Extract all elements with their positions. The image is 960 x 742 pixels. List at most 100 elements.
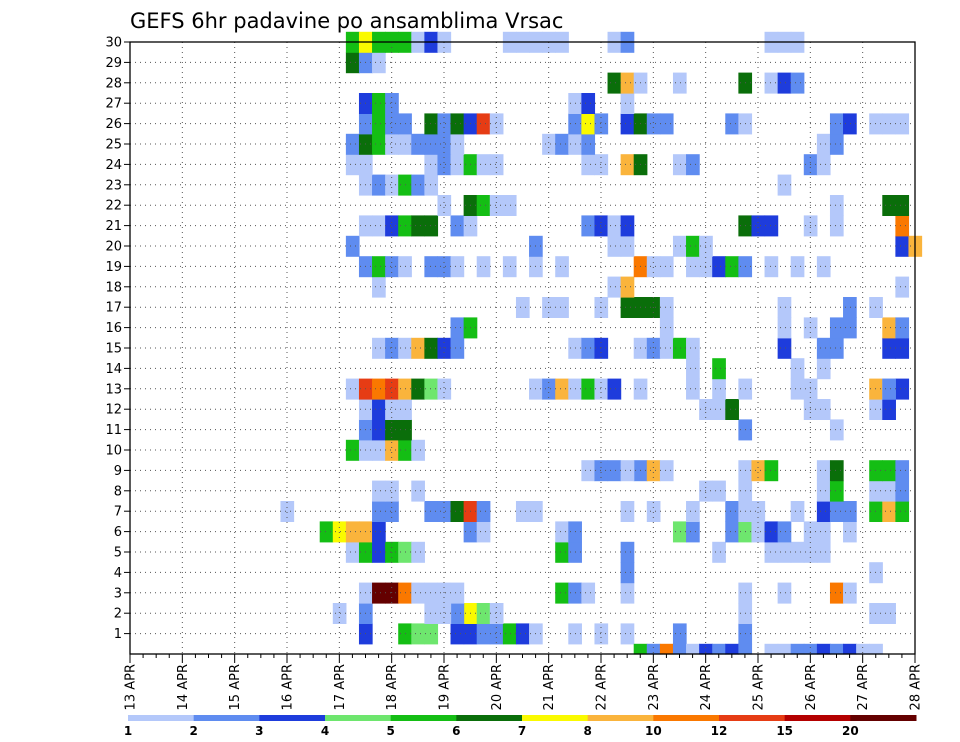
- heatmap-cell: [882, 337, 896, 359]
- heatmap-cell: [672, 154, 687, 176]
- heatmap-cell: [555, 133, 569, 155]
- heatmap-cell: [816, 460, 831, 482]
- heatmap-cell: [319, 521, 334, 543]
- heatmap-cell: [790, 501, 805, 522]
- heatmap-cell: [385, 378, 399, 400]
- colorbar-swatch: [587, 715, 654, 721]
- y-tick-label: 29: [105, 56, 122, 71]
- heatmap-cell: [646, 501, 661, 522]
- heatmap-cell: [581, 133, 596, 155]
- heatmap-cell: [620, 72, 635, 94]
- grid-lines: [130, 41, 915, 654]
- colorbar-label: 10: [645, 724, 662, 738]
- y-tick-label: 6: [114, 525, 122, 540]
- heatmap-cell: [829, 419, 844, 441]
- heatmap-cell: [646, 256, 661, 278]
- colorbar-label: 20: [842, 724, 859, 738]
- heatmap-cell: [581, 378, 596, 400]
- heatmap-cell: [882, 501, 896, 522]
- heatmap-cell: [882, 195, 896, 216]
- heatmap-cell: [856, 643, 870, 655]
- heatmap-cell: [712, 643, 726, 655]
- heatmap-cell: [385, 174, 399, 196]
- heatmap-cell: [411, 623, 425, 645]
- heatmap-cells: [280, 31, 923, 655]
- y-tick-label: 13: [105, 382, 122, 397]
- heatmap-cell: [672, 235, 687, 257]
- heatmap-cell: [594, 460, 609, 482]
- heatmap-cell: [869, 399, 883, 420]
- colorbar-swatch: [390, 715, 457, 721]
- heatmap-cell: [555, 521, 569, 543]
- heatmap-cell: [424, 133, 439, 155]
- y-tick-label: 21: [105, 219, 122, 234]
- x-tick-label: 27 APR: [856, 664, 871, 710]
- heatmap-cell: [515, 501, 530, 522]
- heatmap-cell: [777, 582, 792, 604]
- heatmap-cell: [607, 276, 622, 298]
- heatmap-cell: [686, 501, 700, 522]
- heatmap-cell: [476, 603, 491, 624]
- heatmap-cell: [777, 541, 792, 563]
- y-tick-label: 23: [105, 178, 122, 193]
- heatmap-cell: [489, 195, 504, 216]
- colorbar-legend: 1 2 3 4 5 6 7 8 10 12 15 20: [124, 715, 917, 738]
- heatmap-cell: [712, 541, 726, 563]
- heatmap-cell: [450, 582, 465, 604]
- heatmap-cell: [345, 378, 360, 400]
- y-tick-label: 19: [105, 260, 122, 275]
- heatmap-cell: [555, 297, 569, 318]
- heatmap-cell: [607, 235, 622, 257]
- heatmap-cell: [869, 378, 883, 400]
- heatmap-cell: [411, 215, 425, 237]
- heatmap-cell: [581, 154, 596, 176]
- heatmap-cell: [515, 623, 530, 645]
- heatmap-cell: [843, 582, 857, 604]
- heatmap-cell: [620, 235, 635, 257]
- heatmap-cell: [385, 399, 399, 420]
- heatmap-cell: [372, 256, 386, 278]
- heatmap-cell: [594, 113, 609, 135]
- heatmap-cell: [372, 113, 386, 135]
- heatmap-cell: [581, 337, 596, 359]
- heatmap-cell: [686, 337, 700, 359]
- heatmap-cell: [882, 603, 896, 624]
- heatmap-cell: [476, 521, 491, 543]
- heatmap-cell: [437, 133, 452, 155]
- heatmap-cell: [751, 521, 766, 543]
- heatmap-cell: [869, 562, 883, 584]
- heatmap-cell: [764, 643, 779, 655]
- y-tick-label: 18: [105, 280, 122, 295]
- heatmap-cell: [411, 337, 425, 359]
- heatmap-cell: [411, 582, 425, 604]
- heatmap-cell: [816, 133, 831, 155]
- y-axis: 1234567891011121314151617181920212223242…: [105, 36, 130, 642]
- y-tick-label: 27: [105, 97, 122, 112]
- heatmap-cell: [777, 297, 792, 318]
- heatmap-cell: [385, 113, 399, 135]
- heatmap-cell: [764, 541, 779, 563]
- heatmap-cell: [672, 72, 687, 94]
- heatmap-cell: [450, 501, 465, 522]
- colorbar-label: 5: [386, 724, 394, 738]
- x-tick-label: 22 APR: [595, 664, 610, 710]
- heatmap-cell: [764, 521, 779, 543]
- colorbar-swatch: [850, 715, 917, 721]
- heatmap-cell: [502, 256, 517, 278]
- heatmap-cell: [672, 337, 687, 359]
- heatmap-cell: [777, 337, 792, 359]
- heatmap-cell: [424, 337, 439, 359]
- heatmap-cell: [385, 480, 399, 502]
- heatmap-cell: [345, 439, 360, 461]
- heatmap-cell: [646, 113, 661, 135]
- heatmap-cell: [895, 317, 910, 339]
- heatmap-cell: [712, 399, 726, 420]
- heatmap-cell: [869, 501, 883, 522]
- heatmap-cell: [411, 378, 425, 400]
- heatmap-cell: [411, 439, 425, 461]
- colorbar-label: 15: [776, 724, 793, 738]
- heatmap-cell: [790, 541, 805, 563]
- heatmap-cell: [607, 460, 622, 482]
- heatmap-cell: [895, 235, 910, 257]
- heatmap-cell: [816, 541, 831, 563]
